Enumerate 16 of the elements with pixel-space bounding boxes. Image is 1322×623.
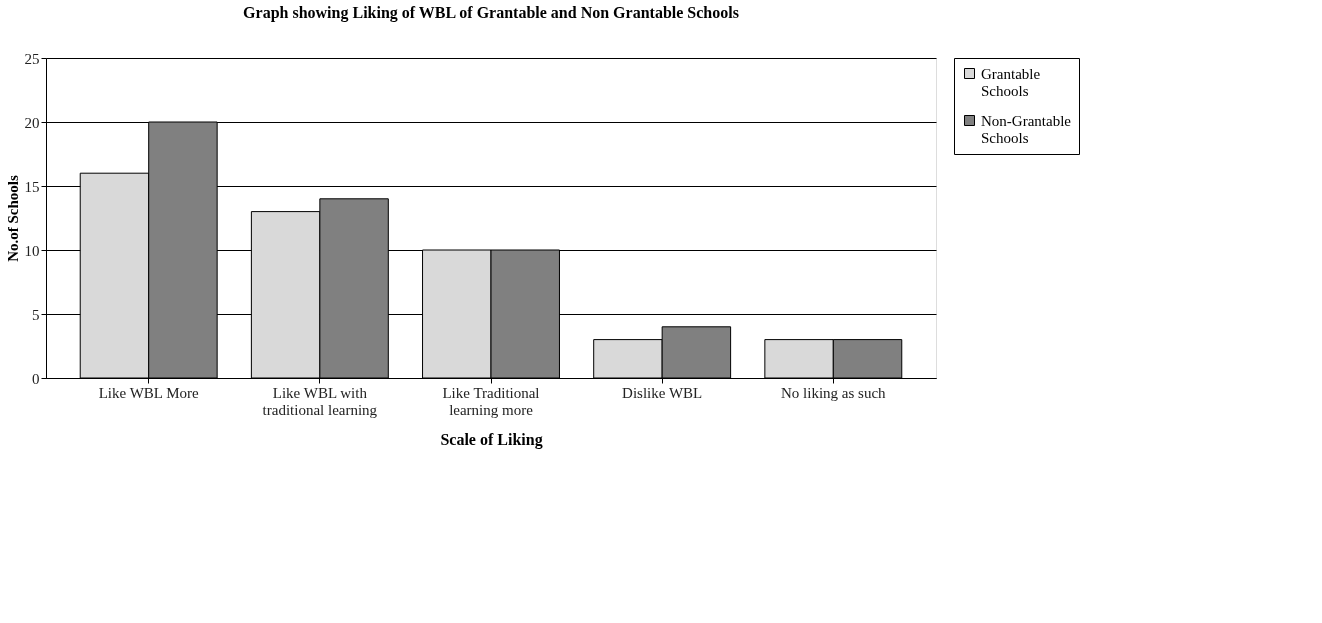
legend-label: Grantable Schools xyxy=(981,65,1041,99)
legend-label: Non-Grantable Schools xyxy=(981,112,1072,146)
chart-title: Graph showing Liking of WBL of Grantable and Non Grantable Schools xyxy=(243,4,739,22)
x-tick-label: Like WBL More xyxy=(98,384,200,401)
y-tick-label: 0 xyxy=(32,370,40,387)
y-tick-label: 15 xyxy=(24,178,40,195)
y-tick-label: 20 xyxy=(24,114,40,131)
y-tick-label: 5 xyxy=(32,306,40,323)
y-axis-title: No.of Schools xyxy=(4,175,21,262)
y-tick-label: 25 xyxy=(24,50,40,67)
x-axis-title: Scale of Liking xyxy=(440,430,543,449)
x-tick-label: Dislike WBL xyxy=(622,384,703,401)
y-tick-label: 10 xyxy=(24,242,40,259)
x-tick-label: Like Traditional learning more xyxy=(442,384,540,418)
x-tick-label: No liking as such xyxy=(781,384,887,401)
x-tick-label: Like WBL with traditional learning xyxy=(262,384,378,418)
